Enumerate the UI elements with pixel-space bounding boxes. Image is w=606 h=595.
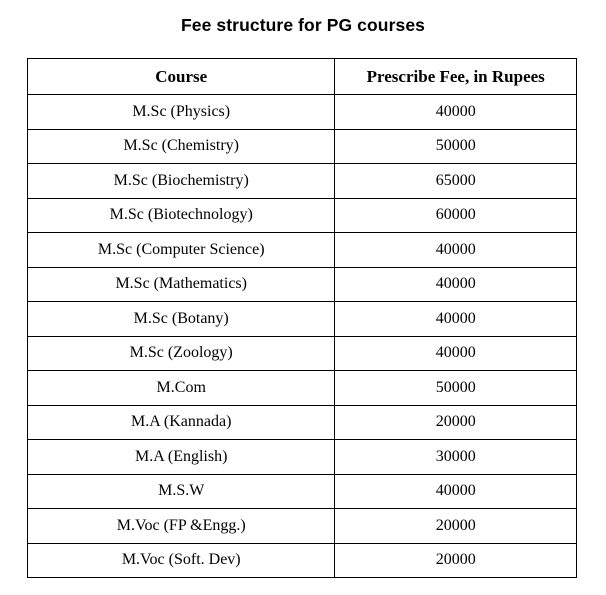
column-header-course: Course	[26, 58, 336, 95]
course-cell: M.Voc (FP &Engg.)	[26, 508, 336, 544]
fee-cell: 40000	[334, 232, 577, 268]
course-cell: M.Sc (Computer Science)	[26, 232, 336, 268]
fee-cell: 40000	[334, 301, 577, 337]
course-cell: M.S.W	[26, 473, 336, 509]
fee-cell: 60000	[334, 197, 577, 233]
table-row: M.Sc (Computer Science) 40000	[26, 232, 577, 268]
table-row: M.S.W 40000	[26, 473, 577, 509]
table-header-row: Course Prescribe Fee, in Rupees	[26, 58, 577, 95]
course-cell: M.Voc (Soft. Dev)	[26, 542, 336, 578]
course-cell: M.A (Kannada)	[26, 404, 336, 440]
table-row: M.Sc (Physics) 40000	[26, 94, 577, 130]
course-cell: M.Sc (Mathematics)	[26, 266, 336, 302]
course-cell: M.A (English)	[26, 439, 336, 475]
course-cell: M.Sc (Biochemistry)	[26, 163, 336, 199]
fee-cell: 40000	[334, 473, 577, 509]
fee-cell: 40000	[334, 335, 577, 371]
course-cell: M.Sc (Zoology)	[26, 335, 336, 371]
column-header-fee: Prescribe Fee, in Rupees	[334, 58, 577, 95]
course-cell: M.Sc (Chemistry)	[26, 128, 336, 164]
table-row: M.Voc (Soft. Dev) 20000	[26, 542, 577, 578]
fee-cell: 50000	[334, 128, 577, 164]
fee-cell: 20000	[334, 404, 577, 440]
table-row: M.Sc (Mathematics) 40000	[26, 266, 577, 302]
table-row: M.A (English) 30000	[26, 439, 577, 475]
fee-cell: 30000	[334, 439, 577, 475]
table-row: M.Sc (Zoology) 40000	[26, 335, 577, 371]
course-cell: M.Sc (Biotechnology)	[26, 197, 336, 233]
table-row: M.Sc (Biotechnology) 60000	[26, 197, 577, 233]
table-row: M.Sc (Chemistry) 50000	[26, 128, 577, 164]
fee-cell: 40000	[334, 266, 577, 302]
fee-cell: 20000	[334, 542, 577, 578]
table-row: M.Voc (FP &Engg.) 20000	[26, 508, 577, 544]
fee-table: Course Prescribe Fee, in Rupees M.Sc (Ph…	[26, 58, 577, 578]
course-cell: M.Sc (Botany)	[26, 301, 336, 337]
table-row: M.Sc (Botany) 40000	[26, 301, 577, 337]
course-cell: M.Sc (Physics)	[26, 94, 336, 130]
course-cell: M.Com	[26, 370, 336, 406]
fee-cell: 40000	[334, 94, 577, 130]
table-row: M.Com 50000	[26, 370, 577, 406]
document-title: Fee structure for PG courses	[181, 15, 425, 35]
fee-cell: 20000	[334, 508, 577, 544]
table-row: M.Sc (Biochemistry) 65000	[26, 163, 577, 199]
fee-cell: 50000	[334, 370, 577, 406]
table-row: M.A (Kannada) 20000	[26, 404, 577, 440]
fee-cell: 65000	[334, 163, 577, 199]
